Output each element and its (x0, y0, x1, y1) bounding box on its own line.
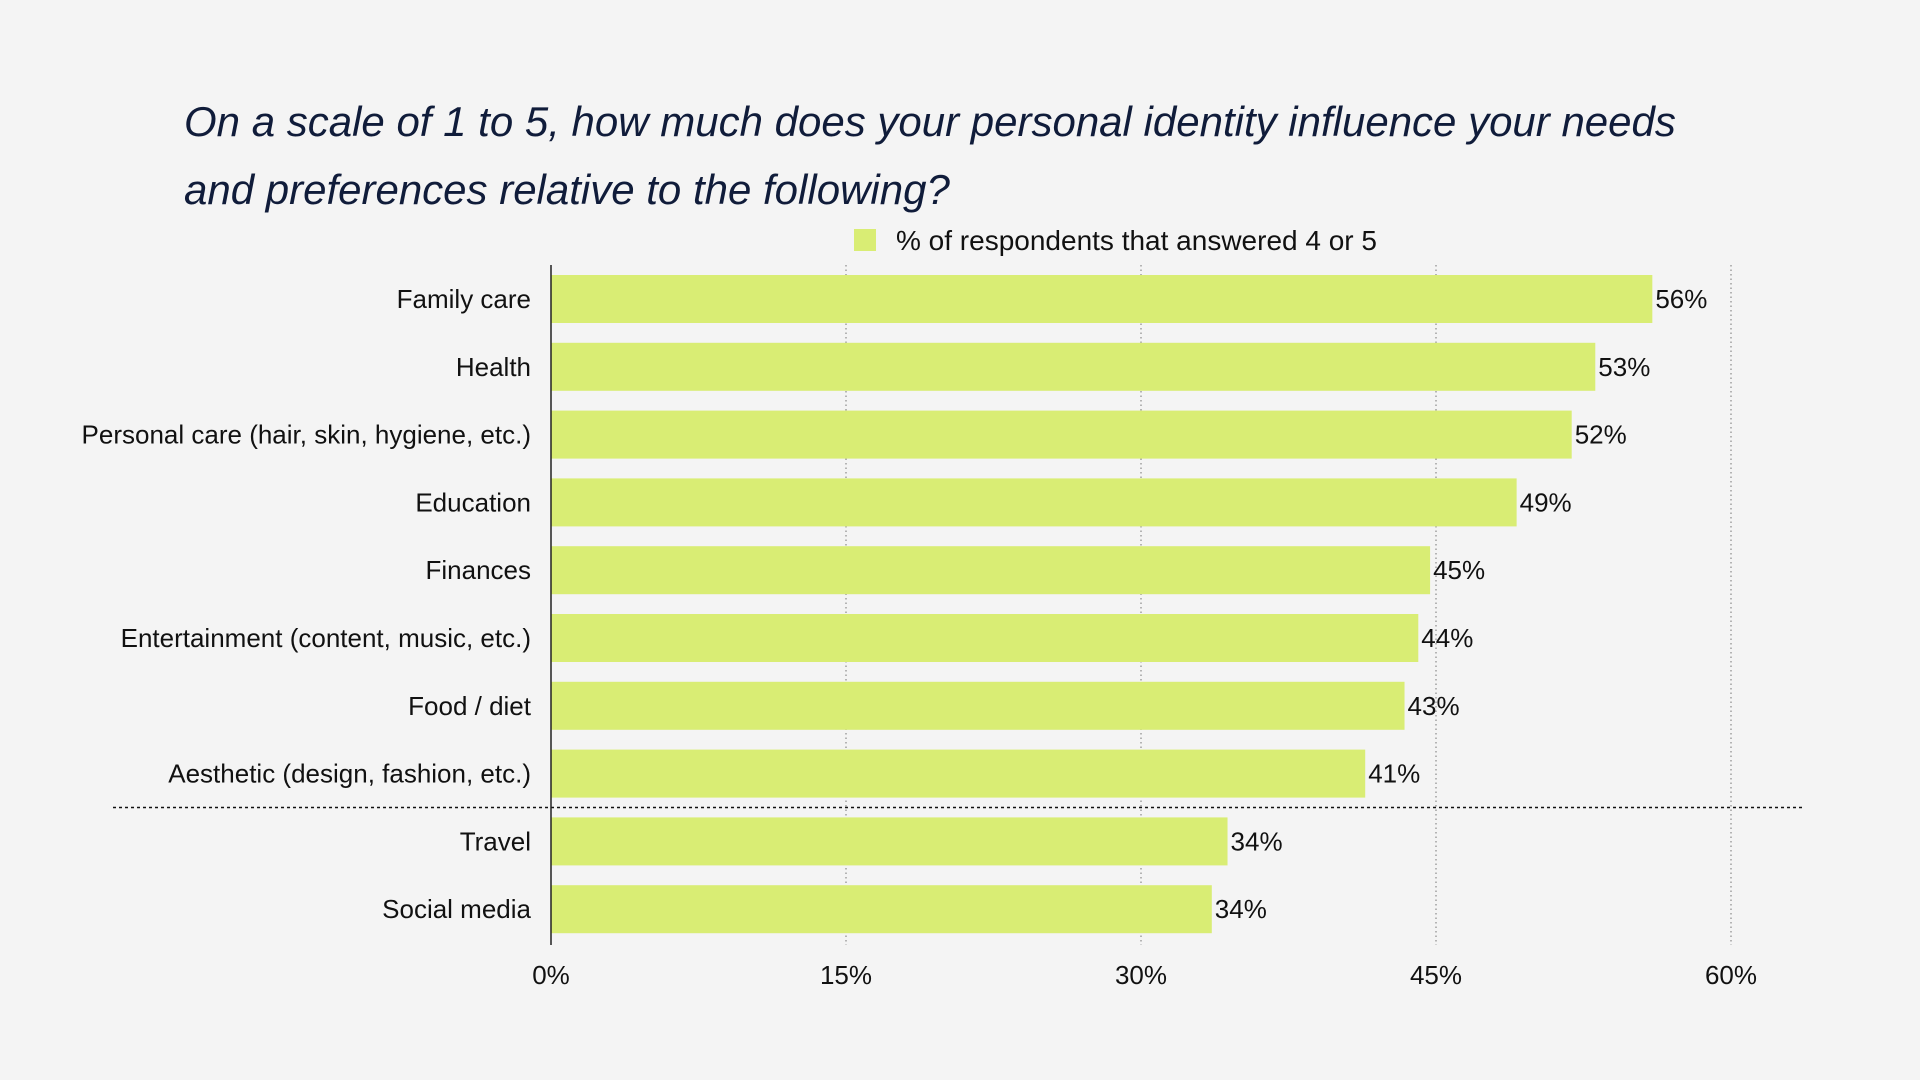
legend: % of respondents that answered 4 or 5 (854, 225, 1377, 256)
axes: 0% 15% 30% 45% 60% (113, 265, 1803, 990)
value-labels: 56% 53% 52% 49% 45% 44% 43% 41% 34% 34% (1215, 284, 1708, 924)
category-label: Family care (397, 284, 531, 314)
chart-title: On a scale of 1 to 5, how much does your… (184, 98, 1676, 213)
category-label: Entertainment (content, music, etc.) (121, 623, 531, 653)
category-label: Personal care (hair, skin, hygiene, etc.… (82, 420, 531, 450)
data-label: 44% (1421, 623, 1473, 653)
category-label: Education (415, 487, 531, 517)
data-label: 34% (1231, 826, 1283, 856)
x-tick-label: 45% (1410, 960, 1462, 990)
data-label: 56% (1655, 284, 1707, 314)
data-label: 49% (1520, 487, 1572, 517)
x-tick-label: 30% (1115, 960, 1167, 990)
category-label: Travel (460, 826, 531, 856)
x-tick-label: 15% (820, 960, 872, 990)
bar (551, 614, 1419, 662)
bar (551, 546, 1431, 595)
category-label: Health (456, 352, 531, 382)
category-label: Food / diet (408, 691, 532, 721)
legend-swatch (854, 229, 876, 251)
legend-label: % of respondents that answered 4 or 5 (896, 225, 1377, 256)
data-label: 53% (1598, 352, 1650, 382)
data-label: 41% (1368, 759, 1420, 789)
bar (551, 275, 1653, 323)
x-tick-label: 60% (1705, 960, 1757, 990)
category-labels: Family care Health Personal care (hair, sk… (82, 284, 532, 924)
data-label: 45% (1433, 555, 1485, 585)
category-label: Aesthetic (design, fashion, etc.) (168, 759, 531, 789)
bar (551, 885, 1212, 934)
bar (551, 817, 1228, 866)
category-label: Finances (426, 555, 532, 585)
category-label: Social media (382, 894, 531, 924)
bar (551, 749, 1366, 798)
bar (551, 342, 1596, 391)
data-label: 34% (1215, 894, 1267, 924)
bar (551, 410, 1572, 459)
data-label: 43% (1408, 691, 1460, 721)
data-label: 52% (1575, 420, 1627, 450)
bar (551, 478, 1517, 527)
bars (551, 275, 1653, 934)
bar (551, 681, 1405, 730)
x-tick-label: 0% (532, 960, 570, 990)
